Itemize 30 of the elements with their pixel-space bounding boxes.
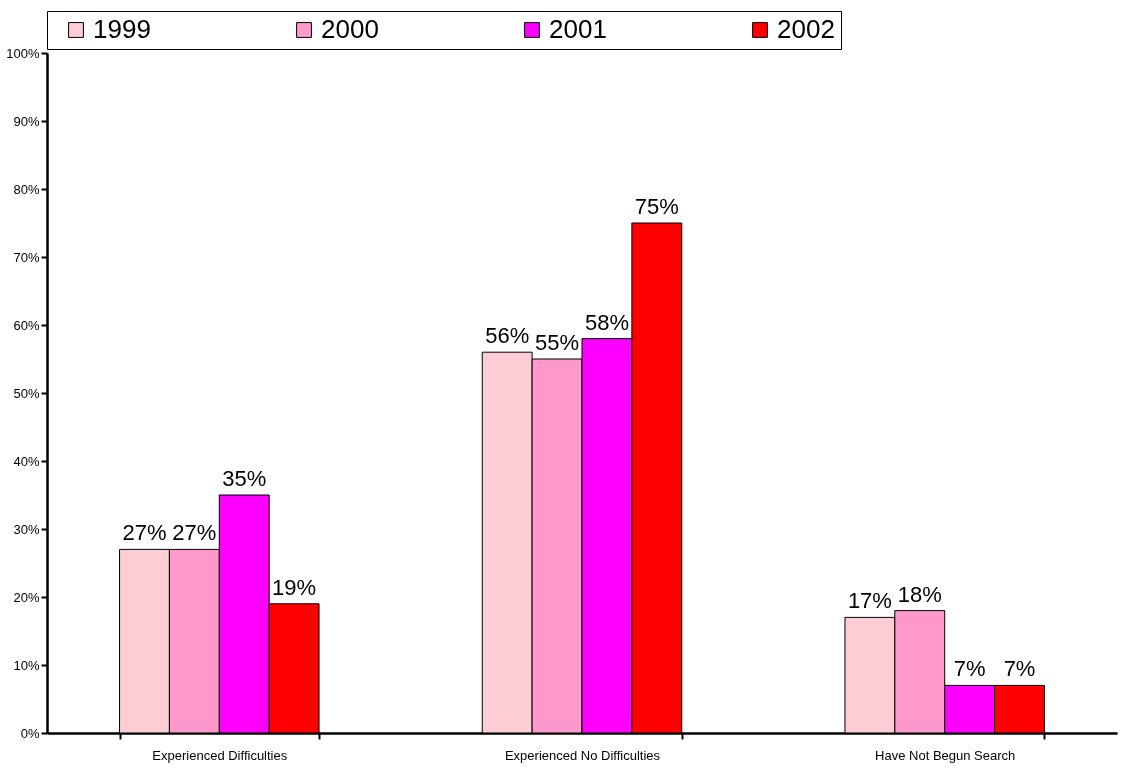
text: 56% bbox=[485, 323, 530, 349]
text: 7% bbox=[1003, 656, 1036, 682]
y-tick-label: 50% bbox=[13, 385, 40, 401]
text: 18% bbox=[897, 581, 942, 607]
legend-label: 1999 bbox=[93, 14, 151, 44]
legend-label: 2001 bbox=[549, 14, 607, 44]
text: 55% bbox=[535, 330, 580, 355]
y-tick-label: 70% bbox=[13, 249, 40, 265]
text: 58% bbox=[584, 309, 629, 335]
y-tick-label: 40% bbox=[13, 453, 40, 469]
y-tick-label: 30% bbox=[13, 521, 40, 537]
legend-label: 2000 bbox=[321, 14, 379, 44]
x-tick-label: Experienced No Difficulties bbox=[504, 747, 661, 763]
y-tick-label: 60% bbox=[13, 317, 40, 333]
y-tick-label: 100% bbox=[6, 45, 40, 61]
text: 7% bbox=[953, 656, 986, 682]
text: 19% bbox=[272, 574, 317, 600]
text: 27% bbox=[172, 520, 217, 546]
x-tick-label: Experienced Difficulties bbox=[152, 747, 288, 763]
legend-label: 2002 bbox=[777, 14, 835, 44]
text: 35% bbox=[222, 466, 267, 491]
y-tick-label: 0% bbox=[20, 725, 40, 741]
text: 75% bbox=[634, 194, 679, 219]
y-tick-label: 20% bbox=[13, 589, 40, 605]
text: 27% bbox=[122, 520, 167, 546]
y-tick-label: 80% bbox=[13, 181, 40, 197]
y-tick-label: 90% bbox=[13, 113, 40, 129]
y-tick-label: 10% bbox=[13, 657, 40, 673]
x-tick-label: Have Not Begun Search bbox=[875, 747, 1016, 763]
text: 17% bbox=[847, 588, 892, 614]
